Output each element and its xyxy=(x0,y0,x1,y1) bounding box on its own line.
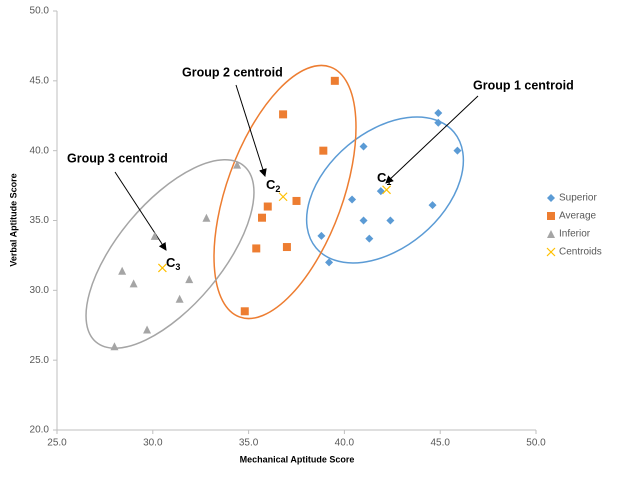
point xyxy=(157,263,167,273)
legend-marker xyxy=(546,247,556,257)
centroid-label-sub: 3 xyxy=(175,262,180,272)
group-ellipse xyxy=(305,116,465,264)
legend-marker xyxy=(547,230,555,238)
y-tick-label: 20.0 xyxy=(30,425,50,436)
point xyxy=(240,307,249,316)
x-tick-label: 50.0 xyxy=(526,438,546,449)
point xyxy=(279,110,288,119)
annotation-arrow xyxy=(114,171,167,251)
point xyxy=(434,108,443,117)
annotation: Group 2 centroid xyxy=(182,65,283,79)
x-tick-label: 35.0 xyxy=(239,438,259,449)
x-tick-label: 45.0 xyxy=(430,438,450,449)
point xyxy=(359,216,368,225)
point xyxy=(376,187,385,196)
point xyxy=(382,185,391,195)
point xyxy=(129,279,138,288)
y-axis-title: Verbal Aptitude Score xyxy=(8,173,18,266)
centroid-label: C2 xyxy=(266,177,280,194)
point xyxy=(282,243,291,252)
point xyxy=(202,213,211,222)
x-tick-label: 40.0 xyxy=(335,438,355,449)
point xyxy=(365,234,374,243)
point xyxy=(185,275,194,284)
annotation-arrow xyxy=(385,95,479,184)
legend-label: Inferior xyxy=(559,229,591,240)
legend-label: Centroids xyxy=(559,247,602,258)
point xyxy=(110,342,119,351)
centroid-label-main: C xyxy=(266,177,276,192)
legend-label: Average xyxy=(559,211,597,222)
point xyxy=(434,118,443,127)
y-tick-label: 25.0 xyxy=(30,355,50,366)
y-tick-label: 40.0 xyxy=(30,145,50,156)
group-ellipse xyxy=(213,64,357,320)
legend-label: Superior xyxy=(559,193,597,204)
point xyxy=(175,294,184,303)
centroid-label: C1 xyxy=(377,170,391,187)
point xyxy=(330,76,339,85)
centroid-label-main: C xyxy=(377,170,387,185)
point xyxy=(263,202,272,211)
point xyxy=(453,146,462,155)
point xyxy=(319,146,328,155)
group-ellipse xyxy=(85,159,255,349)
point xyxy=(278,192,288,202)
y-tick-label: 45.0 xyxy=(30,75,50,86)
legend-marker xyxy=(547,212,555,220)
y-tick-label: 30.0 xyxy=(30,285,50,296)
centroid-label-main: C xyxy=(166,255,176,270)
point xyxy=(150,231,159,240)
point xyxy=(252,244,261,253)
point xyxy=(317,231,326,240)
y-tick-label: 50.0 xyxy=(30,6,50,17)
centroid-label-sub: 2 xyxy=(275,184,280,194)
point xyxy=(325,258,334,267)
point xyxy=(258,213,267,222)
point xyxy=(359,142,368,151)
point xyxy=(428,201,437,210)
legend-marker xyxy=(547,194,555,202)
annotation: Group 1 centroid xyxy=(473,78,574,92)
point xyxy=(143,325,152,334)
x-tick-label: 25.0 xyxy=(47,438,67,449)
y-tick-label: 35.0 xyxy=(30,215,50,226)
centroid-label-sub: 1 xyxy=(386,177,391,187)
annotation: Group 3 centroid xyxy=(67,151,168,165)
point xyxy=(233,160,242,169)
centroid-label: C3 xyxy=(166,255,180,272)
x-tick-label: 30.0 xyxy=(143,438,163,449)
point xyxy=(118,266,127,275)
point xyxy=(348,195,357,204)
point xyxy=(386,216,395,225)
annotation-arrow xyxy=(235,84,267,177)
x-axis-title: Mechanical Aptitude Score xyxy=(240,454,355,464)
point xyxy=(292,196,301,205)
